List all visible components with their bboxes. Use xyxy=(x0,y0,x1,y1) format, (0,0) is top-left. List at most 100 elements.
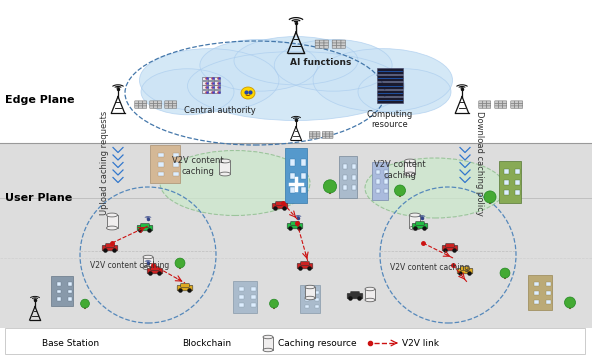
FancyBboxPatch shape xyxy=(479,103,482,106)
FancyBboxPatch shape xyxy=(503,101,507,103)
Polygon shape xyxy=(352,185,356,190)
FancyBboxPatch shape xyxy=(498,106,503,108)
Polygon shape xyxy=(220,161,230,174)
Polygon shape xyxy=(291,187,295,193)
Circle shape xyxy=(188,289,191,292)
FancyBboxPatch shape xyxy=(151,344,155,346)
FancyBboxPatch shape xyxy=(143,103,147,106)
Polygon shape xyxy=(404,161,416,174)
FancyBboxPatch shape xyxy=(168,346,172,348)
Text: Computing
resource: Computing resource xyxy=(367,110,413,129)
FancyBboxPatch shape xyxy=(202,81,208,84)
Ellipse shape xyxy=(365,158,505,218)
FancyBboxPatch shape xyxy=(416,222,424,225)
FancyBboxPatch shape xyxy=(151,346,155,348)
Circle shape xyxy=(323,180,337,193)
Circle shape xyxy=(139,229,142,232)
Polygon shape xyxy=(172,171,179,176)
FancyBboxPatch shape xyxy=(165,101,169,103)
Polygon shape xyxy=(251,287,256,291)
Polygon shape xyxy=(143,257,153,268)
FancyBboxPatch shape xyxy=(150,103,154,106)
Polygon shape xyxy=(150,145,180,183)
Circle shape xyxy=(468,272,471,275)
FancyBboxPatch shape xyxy=(139,101,143,103)
Text: Base Station: Base Station xyxy=(42,339,99,348)
Text: Download caching policy: Download caching policy xyxy=(475,111,484,216)
FancyBboxPatch shape xyxy=(495,106,499,108)
Ellipse shape xyxy=(220,172,230,176)
Ellipse shape xyxy=(143,266,153,270)
Polygon shape xyxy=(372,162,388,200)
Ellipse shape xyxy=(241,87,255,99)
FancyBboxPatch shape xyxy=(457,268,473,274)
Polygon shape xyxy=(157,153,164,157)
FancyBboxPatch shape xyxy=(202,90,208,93)
Ellipse shape xyxy=(220,159,230,163)
FancyBboxPatch shape xyxy=(337,45,341,48)
Circle shape xyxy=(459,272,462,275)
FancyBboxPatch shape xyxy=(157,103,162,106)
Polygon shape xyxy=(352,175,356,180)
FancyBboxPatch shape xyxy=(341,45,345,48)
FancyBboxPatch shape xyxy=(519,103,523,106)
Circle shape xyxy=(148,229,151,232)
FancyBboxPatch shape xyxy=(479,101,482,103)
Text: V2V link: V2V link xyxy=(402,339,439,348)
FancyBboxPatch shape xyxy=(315,45,320,48)
Ellipse shape xyxy=(160,150,310,216)
FancyBboxPatch shape xyxy=(514,106,519,108)
Circle shape xyxy=(158,272,161,275)
FancyBboxPatch shape xyxy=(461,267,469,270)
FancyBboxPatch shape xyxy=(276,202,284,205)
FancyBboxPatch shape xyxy=(313,136,317,138)
Circle shape xyxy=(444,249,447,252)
FancyBboxPatch shape xyxy=(169,103,173,106)
Polygon shape xyxy=(352,164,356,169)
Circle shape xyxy=(484,191,496,203)
FancyBboxPatch shape xyxy=(495,103,499,106)
Polygon shape xyxy=(56,290,62,293)
Polygon shape xyxy=(291,159,295,166)
Polygon shape xyxy=(504,190,509,195)
FancyBboxPatch shape xyxy=(495,101,499,103)
FancyBboxPatch shape xyxy=(208,90,214,93)
FancyBboxPatch shape xyxy=(316,132,320,134)
FancyBboxPatch shape xyxy=(324,45,329,48)
Polygon shape xyxy=(534,291,539,295)
FancyBboxPatch shape xyxy=(169,101,173,103)
FancyBboxPatch shape xyxy=(155,346,158,348)
Text: V2V content
caching: V2V content caching xyxy=(374,160,426,180)
FancyBboxPatch shape xyxy=(165,348,169,350)
FancyBboxPatch shape xyxy=(139,106,143,108)
FancyBboxPatch shape xyxy=(320,40,324,43)
Polygon shape xyxy=(51,276,73,306)
Text: Edge Plane: Edge Plane xyxy=(5,95,75,105)
FancyBboxPatch shape xyxy=(181,284,189,287)
FancyBboxPatch shape xyxy=(143,106,147,108)
FancyBboxPatch shape xyxy=(503,106,507,108)
Text: V2V content caching: V2V content caching xyxy=(91,261,170,270)
Circle shape xyxy=(283,207,286,210)
Polygon shape xyxy=(376,170,379,174)
Circle shape xyxy=(175,258,185,268)
FancyBboxPatch shape xyxy=(214,90,220,93)
Polygon shape xyxy=(504,169,509,174)
FancyBboxPatch shape xyxy=(147,268,163,274)
FancyBboxPatch shape xyxy=(326,132,330,134)
FancyBboxPatch shape xyxy=(150,101,154,103)
Polygon shape xyxy=(376,189,379,193)
Text: Caching resource: Caching resource xyxy=(278,339,356,348)
FancyBboxPatch shape xyxy=(105,243,114,247)
Polygon shape xyxy=(239,303,244,307)
FancyBboxPatch shape xyxy=(309,134,313,136)
FancyBboxPatch shape xyxy=(143,101,147,103)
FancyBboxPatch shape xyxy=(208,86,214,89)
FancyBboxPatch shape xyxy=(479,106,482,108)
FancyBboxPatch shape xyxy=(322,132,326,134)
FancyBboxPatch shape xyxy=(446,243,454,247)
FancyBboxPatch shape xyxy=(177,285,193,291)
FancyBboxPatch shape xyxy=(155,348,158,350)
FancyBboxPatch shape xyxy=(377,75,403,81)
FancyBboxPatch shape xyxy=(324,40,329,43)
